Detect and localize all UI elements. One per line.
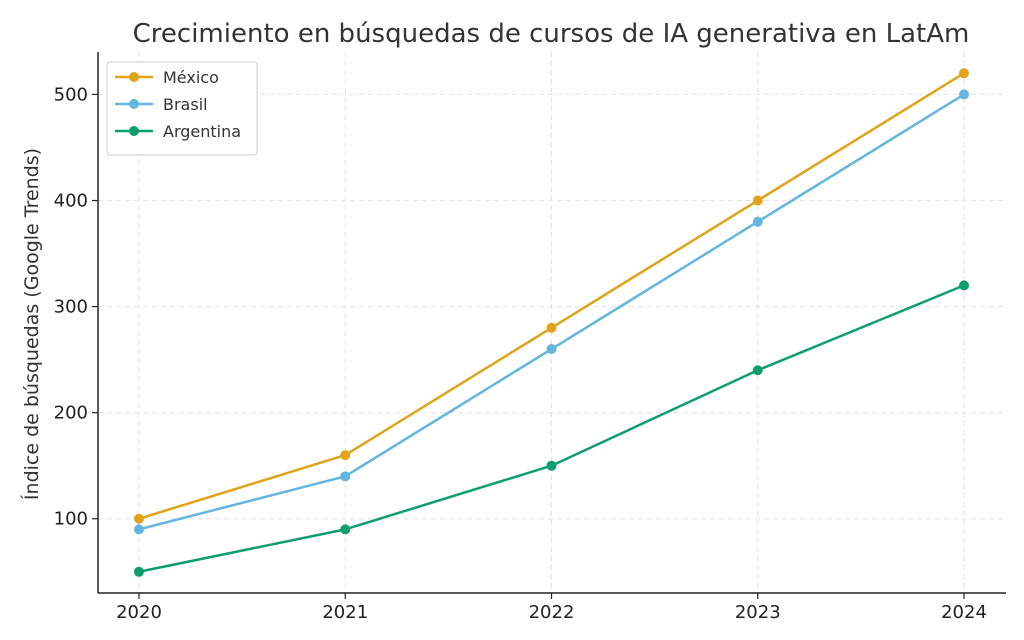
data-point (959, 68, 969, 79)
legend: México Brasil Argentina (106, 61, 258, 156)
y-tick-label: 500 (54, 84, 88, 105)
x-tick-label: 2022 (529, 602, 575, 623)
legend-label: Brasil (163, 95, 208, 114)
data-point (959, 280, 969, 291)
ticks: 100 200 300 400 500 2020 2021 2022 2023 2024 (54, 84, 987, 623)
data-point (340, 524, 351, 535)
data-point (752, 216, 763, 227)
grid (98, 52, 1006, 593)
legend-item: Argentina (115, 122, 241, 141)
series-brasil (134, 89, 969, 535)
data-point (546, 322, 557, 333)
data-point (340, 450, 351, 461)
data-point (134, 524, 144, 535)
legend-item: México (115, 68, 219, 87)
legend-swatch-marker (129, 72, 139, 82)
data-point (546, 460, 557, 471)
data-point (752, 195, 763, 206)
data-point (134, 566, 144, 577)
x-tick-label: 2024 (941, 602, 987, 623)
y-tick-label: 200 (54, 403, 88, 424)
chart-title: Crecimiento en búsquedas de cursos de IA… (133, 19, 970, 49)
data-point (959, 89, 969, 100)
series-layer (134, 68, 969, 577)
y-axis-label: Índice de búsquedas (Google Trends) (20, 148, 43, 500)
series-argentina (134, 280, 969, 577)
data-point (340, 471, 351, 482)
x-tick-label: 2020 (116, 602, 162, 623)
legend-swatch-marker (129, 99, 139, 109)
legend-label: México (163, 68, 219, 87)
legend-label: Argentina (163, 122, 241, 141)
series-m-xico (134, 68, 969, 524)
x-tick-label: 2021 (322, 602, 368, 623)
y-tick-label: 100 (54, 509, 88, 530)
x-tick-label: 2023 (735, 602, 781, 623)
y-tick-label: 400 (54, 191, 88, 212)
data-point (752, 365, 763, 376)
legend-item: Brasil (115, 95, 208, 114)
y-tick-label: 300 (54, 297, 88, 318)
legend-swatch-marker (129, 126, 139, 136)
data-point (134, 513, 144, 524)
data-point (546, 344, 557, 355)
